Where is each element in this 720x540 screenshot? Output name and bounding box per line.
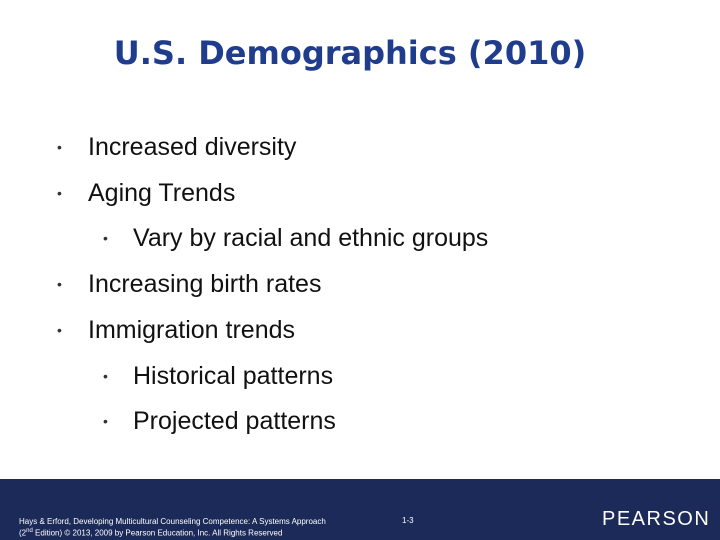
citation-sup: nd (26, 528, 33, 534)
page-number: 1-3 (402, 516, 414, 525)
footer: Hays & Erford, Developing Multicultural … (0, 479, 720, 540)
sub-bullet: Historical patterns (133, 361, 334, 390)
citation: (2nd Edition) © 2013, 2009 by Pearson Ed… (19, 528, 282, 538)
citation-part: (2 (19, 528, 27, 538)
logo: PEARSON (602, 508, 711, 530)
sub-bullet: Vary by racial and ethnic groups (133, 224, 489, 253)
bullet-marker: • (57, 276, 62, 293)
bullet: Increased diversity (88, 133, 297, 161)
sub-bullet: Projected patterns (133, 407, 336, 436)
bullet-marker: • (103, 230, 108, 247)
bullet: Immigration trends (88, 315, 296, 344)
bullet-marker: • (57, 139, 62, 155)
citation: Hays & Erford, Developing Multicultural … (19, 517, 326, 526)
bullet-marker: • (57, 321, 62, 338)
bullet-marker: • (57, 184, 62, 201)
citation-part: Edition) © 2013, 2009 by Pearson Educati… (32, 528, 283, 538)
bullet-marker: • (103, 413, 108, 430)
bullet: Aging Trends (88, 178, 236, 207)
bullet-marker: • (103, 367, 108, 384)
slide-title: U.S. Demographics (2010) (113, 34, 587, 72)
bullet: Increasing birth rates (88, 270, 322, 299)
